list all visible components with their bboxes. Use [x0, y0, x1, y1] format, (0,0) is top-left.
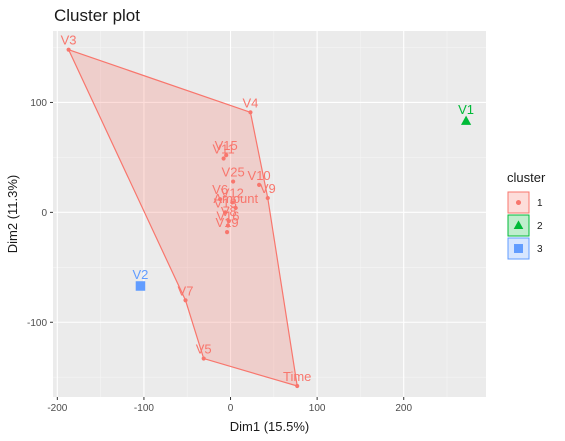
grid	[53, 31, 486, 397]
point-v25	[231, 179, 236, 184]
x-tick-label: 0	[228, 403, 234, 414]
chart-title: Cluster plot	[54, 6, 140, 25]
legend-symbol-3	[514, 244, 523, 253]
point-label-v9: V9	[260, 181, 276, 196]
point-time	[295, 383, 300, 389]
point-v12	[230, 200, 235, 205]
point-v9	[265, 195, 270, 201]
x-tick-label: -200	[47, 403, 67, 414]
point-label-v7: V7	[178, 283, 194, 298]
point-v7	[183, 298, 188, 303]
point-label-v19: V19	[215, 215, 238, 230]
point-amount	[233, 205, 238, 211]
point-label-v25: V25	[222, 165, 245, 180]
point-v13	[223, 210, 228, 215]
legend-label-1: 1	[537, 198, 543, 209]
y-axis-title: Dim2 (11.3%)	[5, 175, 20, 254]
point-v16	[225, 223, 231, 228]
point-label-v15: V15	[215, 138, 238, 153]
point-v6	[218, 197, 223, 202]
point-label-v10: V10	[248, 168, 271, 183]
point-label-v11: V11	[213, 141, 235, 156]
y-tick-label: 100	[30, 98, 47, 109]
point-label-v16: V16	[216, 209, 239, 224]
y-tick-label: -100	[27, 318, 47, 329]
legend-label-3: 3	[537, 244, 543, 255]
point-label-v5: V5	[196, 342, 212, 357]
legend-symbol-2	[513, 220, 524, 230]
point-label-time: Time	[283, 369, 311, 384]
x-tick-label: -100	[134, 403, 154, 414]
legend-title: cluster	[507, 170, 546, 185]
point-v1	[460, 115, 472, 125]
x-axis-title: Dim1 (15.5%)	[230, 419, 309, 434]
legend-label-2: 2	[537, 221, 543, 232]
point-label-v13: V13	[214, 195, 237, 210]
x-tick-label: 100	[309, 403, 326, 414]
points-layer	[66, 47, 472, 389]
point-label-v1: V1	[458, 102, 474, 117]
point-v5	[201, 356, 206, 361]
point-label-v2: V2	[133, 267, 149, 282]
point-label-v4: V4	[242, 95, 258, 110]
point-v4	[248, 110, 253, 115]
point-v8	[226, 219, 231, 224]
point-label-v6: V6	[212, 182, 228, 197]
point-label-v8: V8	[221, 204, 237, 219]
point-v19	[224, 230, 230, 235]
point-v10	[257, 182, 262, 187]
point-label-v3: V3	[61, 33, 77, 48]
point-v15	[224, 153, 229, 158]
axis-ticks: -200 -100 0 100 200 -100 0 100	[27, 98, 413, 414]
y-tick-label: 0	[41, 208, 47, 219]
plot-panel	[53, 31, 486, 397]
point-label-amount: Amount	[213, 191, 258, 206]
legend-symbol-1	[515, 199, 522, 206]
legend: cluster 1 2 3	[507, 170, 546, 260]
point-label-v12: V12	[221, 185, 244, 200]
point-v3	[66, 47, 71, 52]
point-v11	[221, 156, 226, 161]
point-v2	[135, 281, 146, 291]
x-tick-label: 200	[395, 403, 412, 414]
